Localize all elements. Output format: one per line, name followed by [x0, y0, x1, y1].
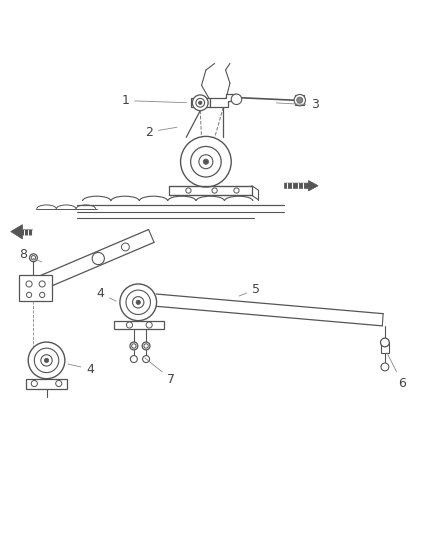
Polygon shape [19, 275, 52, 302]
Circle shape [120, 284, 156, 321]
Circle shape [199, 155, 213, 169]
Text: 4: 4 [68, 362, 94, 376]
Circle shape [142, 342, 150, 350]
Polygon shape [295, 95, 304, 105]
Circle shape [297, 97, 303, 103]
Circle shape [127, 322, 133, 328]
Circle shape [121, 243, 129, 251]
Circle shape [34, 348, 59, 373]
Circle shape [39, 292, 45, 297]
Circle shape [126, 290, 150, 314]
Text: 4: 4 [96, 287, 116, 301]
Circle shape [56, 381, 62, 386]
Circle shape [44, 358, 49, 362]
Circle shape [132, 344, 136, 348]
Polygon shape [114, 321, 164, 329]
Circle shape [203, 159, 208, 164]
Text: 2: 2 [145, 126, 177, 139]
Circle shape [130, 342, 138, 350]
Circle shape [191, 147, 221, 177]
Polygon shape [285, 181, 318, 191]
Circle shape [26, 292, 32, 297]
Text: 5: 5 [239, 282, 260, 296]
Polygon shape [11, 224, 32, 239]
Circle shape [231, 94, 242, 104]
Circle shape [146, 322, 152, 328]
Circle shape [294, 94, 305, 106]
Circle shape [196, 99, 205, 107]
Circle shape [136, 300, 141, 304]
Circle shape [381, 338, 389, 347]
Circle shape [92, 253, 104, 265]
Circle shape [381, 363, 389, 371]
Circle shape [31, 256, 35, 260]
Circle shape [29, 254, 37, 262]
Text: 3: 3 [276, 99, 319, 111]
Polygon shape [191, 99, 210, 107]
Text: 6: 6 [387, 353, 406, 390]
Circle shape [133, 297, 144, 308]
Text: 8: 8 [19, 248, 42, 262]
Circle shape [180, 136, 231, 187]
Polygon shape [381, 343, 389, 352]
Circle shape [131, 356, 138, 362]
Text: 7: 7 [145, 358, 175, 386]
Circle shape [28, 342, 65, 379]
Circle shape [143, 356, 150, 362]
Circle shape [41, 354, 52, 366]
Circle shape [26, 281, 32, 287]
Circle shape [39, 281, 45, 287]
Circle shape [31, 381, 37, 386]
Text: 1: 1 [121, 94, 187, 107]
Polygon shape [25, 379, 67, 389]
Polygon shape [210, 94, 237, 107]
Circle shape [144, 344, 148, 348]
Circle shape [192, 95, 208, 111]
Circle shape [198, 101, 202, 104]
